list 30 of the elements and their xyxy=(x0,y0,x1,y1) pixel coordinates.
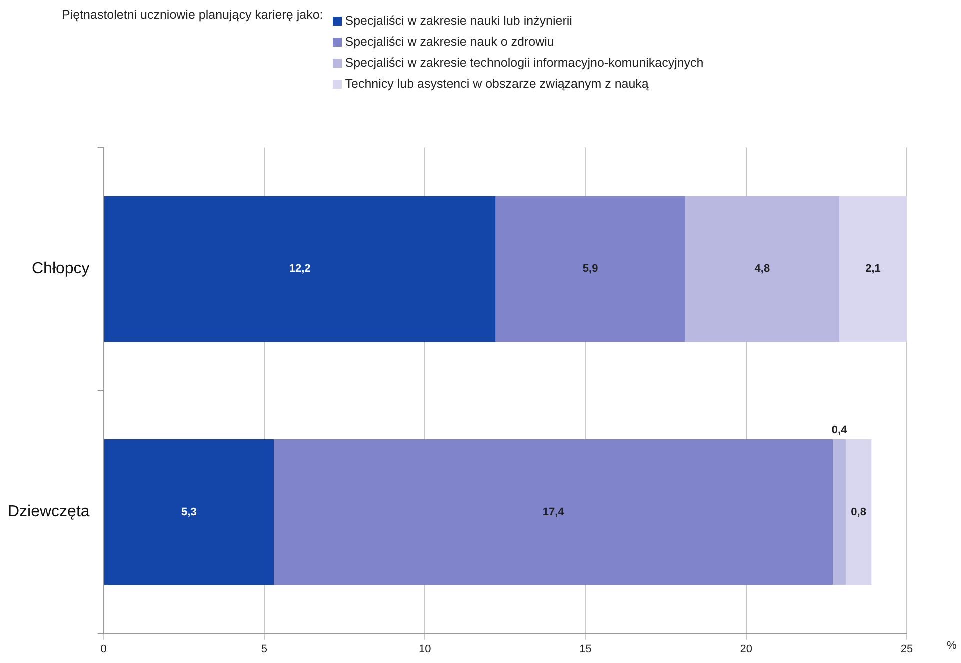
data-label: 17,4 xyxy=(542,506,566,518)
bar xyxy=(104,196,496,342)
x-tick-label: 25 xyxy=(900,643,914,656)
bar xyxy=(274,439,834,586)
legend-label: Specjaliści w zakresie technologii informacyjno-komunikacyjnych xyxy=(345,56,704,71)
data-label: 4,8 xyxy=(754,263,770,276)
bar xyxy=(833,439,846,586)
x-tick-label: 0 xyxy=(100,643,107,656)
bar xyxy=(104,439,274,586)
bar xyxy=(840,196,907,342)
data-label: 5,3 xyxy=(182,506,197,518)
x-tick-label: 5 xyxy=(261,643,268,656)
data-label: 0,4 xyxy=(832,424,848,436)
x-tick-label: 10 xyxy=(418,643,432,656)
x-tick-label: 15 xyxy=(580,643,592,656)
legend-label: Specjaliści w zakresie nauk o zdrowiu xyxy=(345,35,554,50)
data-label: 5,9 xyxy=(582,263,598,276)
bar xyxy=(685,196,840,342)
legend-label: Technicy lub asystenci w obszarze związanym z nauką xyxy=(345,77,649,92)
x-tick-label: 20 xyxy=(740,643,752,656)
legend-title: Piętnastoletni uczniowie planujący karierę jako: xyxy=(62,8,324,24)
legend-label: Specjaliści w zakresie nauki lub inżynierii xyxy=(345,14,572,29)
data-label: 0,8 xyxy=(851,506,866,518)
x-axis-title: % xyxy=(947,640,957,653)
data-label: 2,1 xyxy=(866,263,881,276)
bar xyxy=(496,196,686,342)
y-tick-label: Dziewczęta xyxy=(8,504,90,521)
bar xyxy=(846,439,872,586)
y-tick-label: Chłopcy xyxy=(32,260,90,278)
data-label: 12,2 xyxy=(289,263,311,276)
